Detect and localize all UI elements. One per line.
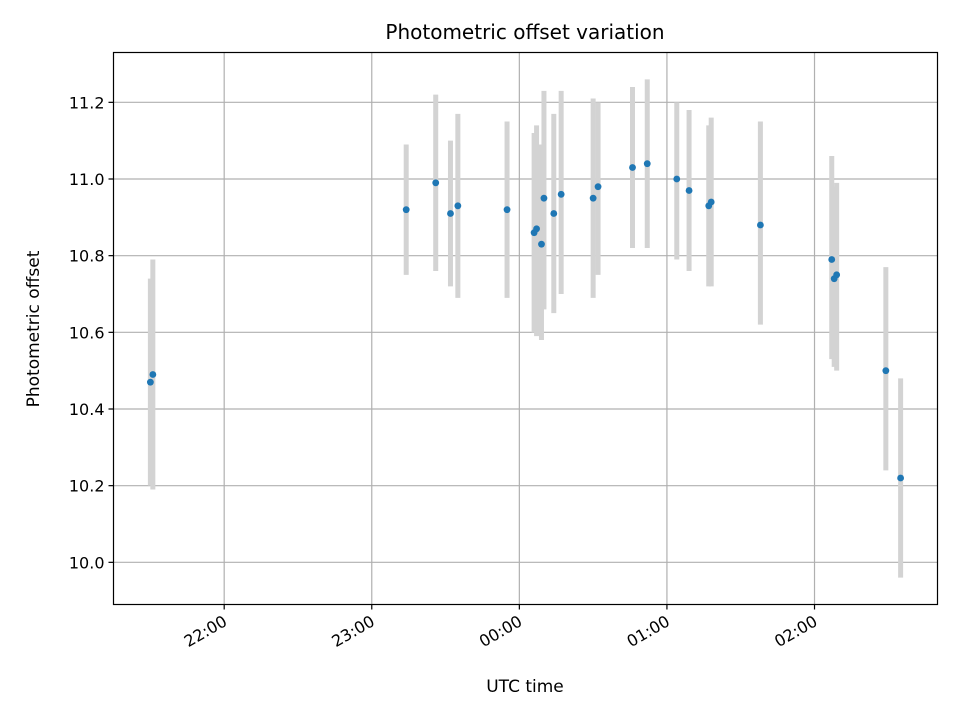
data-point: [833, 271, 841, 279]
data-point: [447, 210, 454, 217]
x-axis-label: UTC time: [486, 677, 564, 697]
data-point: [707, 198, 715, 206]
data-point: [685, 187, 693, 194]
tick-layer: 10.010.210.410.610.811.011.222:00 23:00 00…: [69, 93, 821, 651]
data-point: [557, 190, 565, 198]
data-point: [503, 206, 511, 214]
y-tick-label: 10.6: [69, 323, 105, 342]
data-point: [757, 221, 764, 229]
data-point: [149, 371, 157, 378]
data-point: [828, 256, 836, 263]
data-point: [643, 160, 651, 168]
y-tick-label: 10.4: [69, 400, 105, 419]
y-tick-label: 10.2: [69, 477, 105, 496]
data-point: [533, 225, 540, 233]
data-point: [454, 202, 462, 210]
y-tick-label: 11.2: [69, 93, 105, 112]
y-tick-label: 10.0: [69, 553, 105, 572]
data-point: [402, 206, 410, 214]
data-point: [629, 164, 636, 171]
y-tick-label: 11.0: [69, 170, 105, 189]
point-layer: [146, 160, 905, 482]
data-point: [882, 367, 890, 375]
data-point: [146, 378, 154, 386]
data-point: [540, 194, 548, 202]
y-tick-label: 10.8: [69, 247, 105, 266]
data-point: [550, 210, 558, 217]
data-point: [897, 474, 905, 482]
data-point: [589, 194, 597, 202]
data-point: [673, 175, 681, 183]
data-point: [432, 179, 440, 187]
data-point: [594, 183, 602, 191]
chart-title: Photometric offset variation: [385, 20, 664, 44]
plot-area-frame: [112, 51, 939, 606]
data-point: [538, 240, 545, 248]
grid-layer: [113, 52, 938, 605]
y-axis-label: Photometric offset: [24, 250, 44, 407]
